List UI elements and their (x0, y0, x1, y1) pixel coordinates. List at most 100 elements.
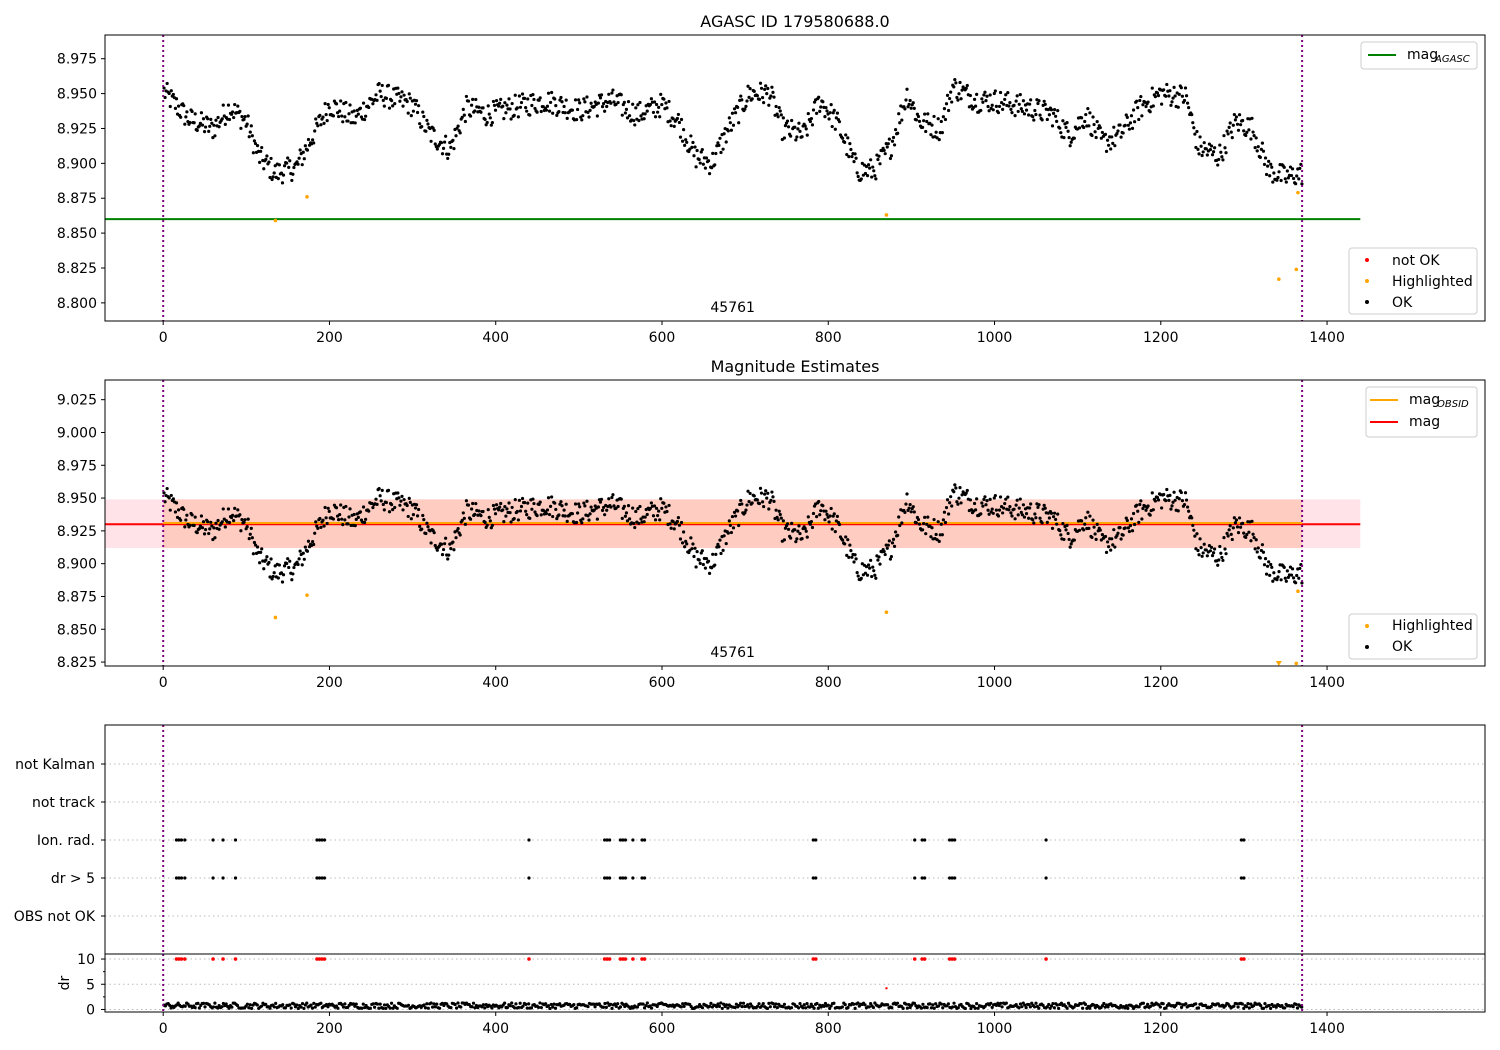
dr-point (1055, 1003, 1059, 1007)
ok-point (407, 92, 411, 96)
ok-point (766, 491, 770, 495)
ok-point (358, 510, 363, 514)
ok-point (998, 90, 1003, 95)
ok-point (1155, 495, 1160, 500)
ok-point (185, 110, 189, 114)
ok-point (509, 117, 513, 121)
ok-point (835, 111, 839, 115)
ok-point (1069, 140, 1073, 144)
ok-point (210, 524, 214, 528)
ok-point (509, 520, 513, 524)
ok-point (512, 516, 516, 521)
ok-point (795, 537, 799, 541)
dr-point (869, 1002, 873, 1006)
ok-point (374, 93, 378, 97)
ok-point (344, 504, 348, 509)
ok-point (169, 493, 173, 498)
ok-point (1049, 108, 1054, 112)
ok-point (886, 543, 890, 547)
ok-point (724, 541, 728, 546)
ok-point (1291, 176, 1296, 181)
ok-point (771, 495, 775, 499)
ok-point (262, 567, 266, 571)
ok-point (637, 118, 641, 123)
ok-point (1167, 94, 1171, 98)
dr-clipped-point (602, 957, 607, 961)
ok-point (1260, 543, 1265, 547)
x-tick-label-p1: 200 (316, 330, 343, 346)
ok-point (778, 109, 782, 113)
ok-point (948, 501, 952, 505)
dr-point (245, 1002, 250, 1006)
ok-point (1165, 82, 1169, 87)
ok-point (1271, 579, 1275, 583)
ok-point (1198, 537, 1202, 541)
ok-point (1124, 113, 1128, 117)
dr-point (682, 1004, 686, 1008)
ok-point (926, 515, 930, 519)
ok-point (1182, 98, 1187, 103)
dr-point (213, 1001, 217, 1005)
x-tick-label-p2: 1000 (977, 675, 1013, 691)
ok-point (892, 143, 897, 147)
ok-point (239, 529, 243, 533)
ok-point (891, 135, 896, 140)
ok-point (413, 102, 418, 106)
ok-point (610, 495, 614, 500)
ok-point (869, 558, 873, 562)
ok-point (1294, 581, 1298, 585)
ok-point (253, 543, 258, 547)
dr-point (558, 1002, 562, 1006)
ok-point (600, 508, 605, 512)
ok-point (992, 91, 996, 96)
ok-point (824, 509, 828, 513)
ok-point (1200, 554, 1204, 558)
dr-point (908, 1005, 912, 1010)
ok-point (188, 120, 192, 125)
dr-point (196, 1001, 200, 1005)
panel4-frame (104, 953, 1486, 1013)
dr-point (1079, 1002, 1083, 1006)
ok-point (1170, 504, 1174, 508)
ok-point (1279, 578, 1283, 582)
ok-point (1129, 517, 1134, 521)
ok-point (825, 512, 829, 516)
ok-point (229, 112, 234, 116)
ok-point (897, 112, 901, 116)
ok-point (739, 498, 743, 503)
ok-point (846, 538, 850, 542)
ok-point (695, 550, 699, 554)
ok-point (1220, 155, 1224, 159)
ok-point (728, 523, 732, 528)
ok-point (1294, 182, 1298, 186)
ok-point (972, 97, 977, 101)
ok-point (994, 104, 998, 108)
ok-point (934, 532, 938, 537)
ok-point (276, 177, 280, 181)
ok-point (845, 152, 849, 157)
dr-point (975, 1002, 979, 1006)
ok-point (449, 547, 453, 551)
highlighted-point (1296, 190, 1300, 195)
ok-point (216, 518, 220, 523)
ok-point (645, 512, 649, 517)
dr-point (936, 1004, 941, 1008)
ok-point (847, 555, 851, 559)
ok-point (184, 115, 188, 119)
ok-point (1138, 502, 1142, 507)
ok-point (785, 119, 790, 123)
dr-point (336, 1006, 340, 1010)
ok-point (1020, 513, 1024, 517)
ok-point (698, 161, 702, 165)
ok-point (781, 519, 785, 523)
flag-marker (183, 838, 187, 842)
ok-point (573, 98, 578, 102)
ok-point (722, 534, 726, 538)
ok-point (596, 505, 600, 509)
ok-point (796, 127, 800, 131)
ok-point (632, 118, 636, 123)
ok-point (1130, 126, 1135, 130)
dr-point (644, 1004, 648, 1008)
ok-point (1040, 521, 1044, 525)
ok-point (848, 543, 852, 547)
